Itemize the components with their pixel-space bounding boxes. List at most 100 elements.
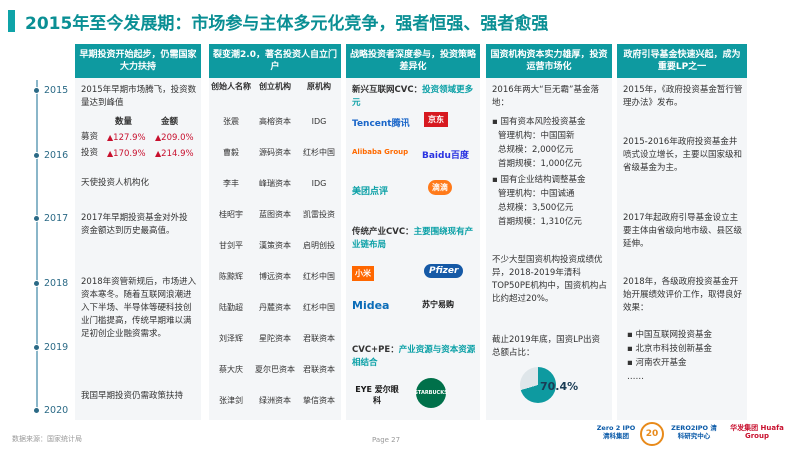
founder-name: 曹毅 [223, 147, 239, 157]
column-header: 早期投资开始起步，仍需国家大力扶持 [75, 44, 201, 78]
xiaomi-logo: 小米 [352, 266, 374, 281]
text-2018-evaluation: 2018年，各级政府投资基金开始开展绩效评价工作，取得良好效果： [623, 277, 743, 313]
row-investment-qty: ▲170.9% [107, 149, 146, 159]
lp-share-pie-chart [520, 367, 556, 403]
founder-name: 张津剑 [219, 395, 243, 405]
arrow-up-icon: ▲ [107, 149, 114, 158]
column-header: 裂变潮2.0，著名投资人自立门户 [209, 44, 341, 78]
row-investment-label: 投资 [81, 148, 99, 158]
text-2015-policy: 2015年，《政府投资基金暂行管理办法》发布。 [623, 85, 743, 108]
gov-fund-2: ▪ 北京市科技创新基金 [627, 344, 712, 354]
header-amount: 金额 [161, 117, 179, 127]
footer-page: Page 27 [372, 436, 401, 444]
new-firm: 夏尔巴资本 [255, 364, 295, 374]
founder-name: 桂昭宇 [219, 209, 243, 219]
arrow-up-icon: ▲ [155, 149, 162, 158]
original-firm: IDG [311, 116, 327, 126]
original-firm: 红杉中国 [303, 147, 335, 157]
new-firm: 源码资本 [259, 147, 291, 157]
original-firm: 红杉中国 [303, 271, 335, 281]
new-firm: 星陀资本 [259, 333, 291, 343]
text-angel-institutionalization: 天使投资人机构化 [81, 178, 150, 188]
founder-name: 刘泽辉 [219, 333, 243, 343]
col-new-firm: 创立机构 [259, 82, 291, 91]
founders-table: 张震 高榕资本 IDG 曹毅 源码资本 红杉中国 李丰 峰瑞资本 IDG 桂昭宇 蓝图资本 凯雷投资甘… [209, 106, 341, 416]
column-header: 战略投资者深度参与，投资策略差异化 [346, 44, 480, 78]
lp-share-value: 70.4% [540, 380, 579, 393]
original-firm: 君联资本 [303, 333, 335, 343]
row-investment-amt: ▲214.9% [155, 149, 194, 159]
text-2017: 2017年早期投资基金对外投资金额达到历史最高值。 [81, 213, 188, 236]
arrow-up-icon: ▲ [155, 133, 162, 142]
page-title: 2015年至今发展期：市场参与主体多元化竞争，强者恒强、强者愈强 [25, 13, 549, 34]
original-firm: 君联资本 [303, 364, 335, 374]
original-firm: 启明创投 [303, 240, 335, 250]
year-2015: 2015 [0, 85, 78, 96]
column-state-capital: 国资机构资本实力雄厚，投资运营市场化 2016年两大“巨无霸”基金落地： ▪ 国… [486, 44, 612, 420]
col-founder: 创始人名称 [211, 82, 251, 91]
fund-1: ▪ 国有资本风险投资基金 [492, 117, 586, 127]
text-2017-expansion: 2017年起政府引导基金设立主要主体由省级向地市级、县区级延伸。 [623, 213, 743, 249]
column-early-investment: 早期投资开始起步，仍需国家大力扶持 2015年早期市场腾飞，投资数量达到峰值 数… [75, 44, 201, 420]
title-accent-bar [8, 10, 15, 32]
column-strategic-investors: 战略投资者深度参与，投资策略差异化 新兴互联网CVC：投资领域更多元 Tence… [346, 44, 480, 420]
new-firm: 绿洲资本 [259, 395, 291, 405]
new-firm: 峰瑞资本 [259, 178, 291, 188]
didi-logo: 滴滴 [428, 180, 452, 195]
year-2019: 2019 [0, 342, 78, 353]
original-firm: 凯雷投资 [303, 209, 335, 219]
section-cvc-pe: CVC+PE：产业资源与资本资源相结合 [352, 345, 476, 368]
midea-logo: Midea [352, 299, 390, 312]
table-row: 桂昭宇 蓝图资本 凯雷投资 [209, 199, 341, 230]
timeline-dot-icon [33, 280, 40, 287]
gov-fund-more: …… [627, 372, 644, 382]
gov-fund-1: ▪ 中国互联网投资基金 [627, 330, 712, 340]
founder-name: 甘剑平 [219, 240, 243, 250]
new-firm: 丹麓资本 [259, 302, 291, 312]
founder-name: 陆勤超 [219, 302, 243, 312]
fund-2-size: 总规模：3,500亿元 [498, 203, 574, 213]
founder-name: 张震 [223, 116, 239, 126]
alibaba-logo: Alibaba Group [352, 148, 409, 156]
new-firm: 高榕资本 [259, 116, 291, 126]
text-lp-share: 截止2019年底，国资LP出资总额占比： [492, 335, 600, 358]
text-policy-support: 我国早期投资仍需政策扶持 [81, 391, 184, 401]
zero2ipo-group-logo: Zero 2 IPO 清科集团 [596, 424, 636, 440]
timeline-dot-icon [33, 215, 40, 222]
text-2015: 2015年早期市场腾飞，投资数量达到峰值 [81, 85, 197, 108]
pfizer-logo: Pfizer [424, 264, 464, 278]
year-2018: 2018 [0, 278, 78, 289]
original-firm: 挚信资本 [303, 395, 335, 405]
text-2015-2016-growth: 2015-2016年政府投资基金井喷式设立增长，主要以国家级和省级基金为主。 [623, 137, 743, 173]
table-row: 陈黥辉 博远资本 红杉中国 [209, 261, 341, 292]
table-row: 甘剑平 漢策资本 启明创投 [209, 230, 341, 261]
column-header: 政府引导基金快速兴起，成为重要LP之一 [617, 44, 747, 78]
jd-logo: 京东 [424, 112, 448, 127]
arrow-up-icon: ▲ [107, 133, 114, 142]
row-fundraising-amt: ▲209.0% [155, 133, 194, 143]
gov-fund-3: ▪ 河南农开基金 [627, 358, 687, 368]
fund-1-size: 总规模：2,000亿元 [498, 145, 574, 155]
col-original-firm: 原机构 [307, 82, 331, 91]
timeline-dot-icon [33, 344, 40, 351]
founder-name: 李丰 [223, 178, 239, 188]
section-internet-cvc: 新兴互联网CVC：投资领域更多元 [352, 85, 474, 108]
founder-name: 陈黥辉 [219, 271, 243, 281]
meituan-logo: 美团点评 [352, 187, 389, 197]
baidu-logo: Baidu百度 [422, 151, 469, 161]
year-2017: 2017 [0, 213, 78, 224]
text-2018: 2018年资管新规后，市场进入资本寒冬。随着互联网浪潮进入下半场、半导体等硬科技… [81, 277, 197, 339]
fund-2-first-size: 首期规模：1,310亿元 [498, 217, 582, 227]
huafa-group-logo: 华发集团 Huafa Group [730, 424, 784, 440]
header-quantity: 数量 [115, 117, 133, 127]
column-header: 国资机构资本实力雄厚，投资运营市场化 [486, 44, 612, 78]
original-firm: IDG [311, 178, 327, 188]
fund-1-manager: 管理机构：中国国新 [498, 131, 575, 141]
row-fundraising-label: 募资 [81, 132, 99, 142]
timeline-dot-icon [33, 407, 40, 414]
new-firm: 漢策资本 [259, 240, 291, 250]
anniversary-logo-icon: 20 [640, 422, 664, 446]
title-bar: 2015年至今发展期：市场参与主体多元化竞争，强者恒强、强者愈强 [0, 6, 548, 36]
table-row: 蔡大庆 夏尔巴资本 君联资本 [209, 354, 341, 385]
year-2016: 2016 [0, 150, 78, 161]
